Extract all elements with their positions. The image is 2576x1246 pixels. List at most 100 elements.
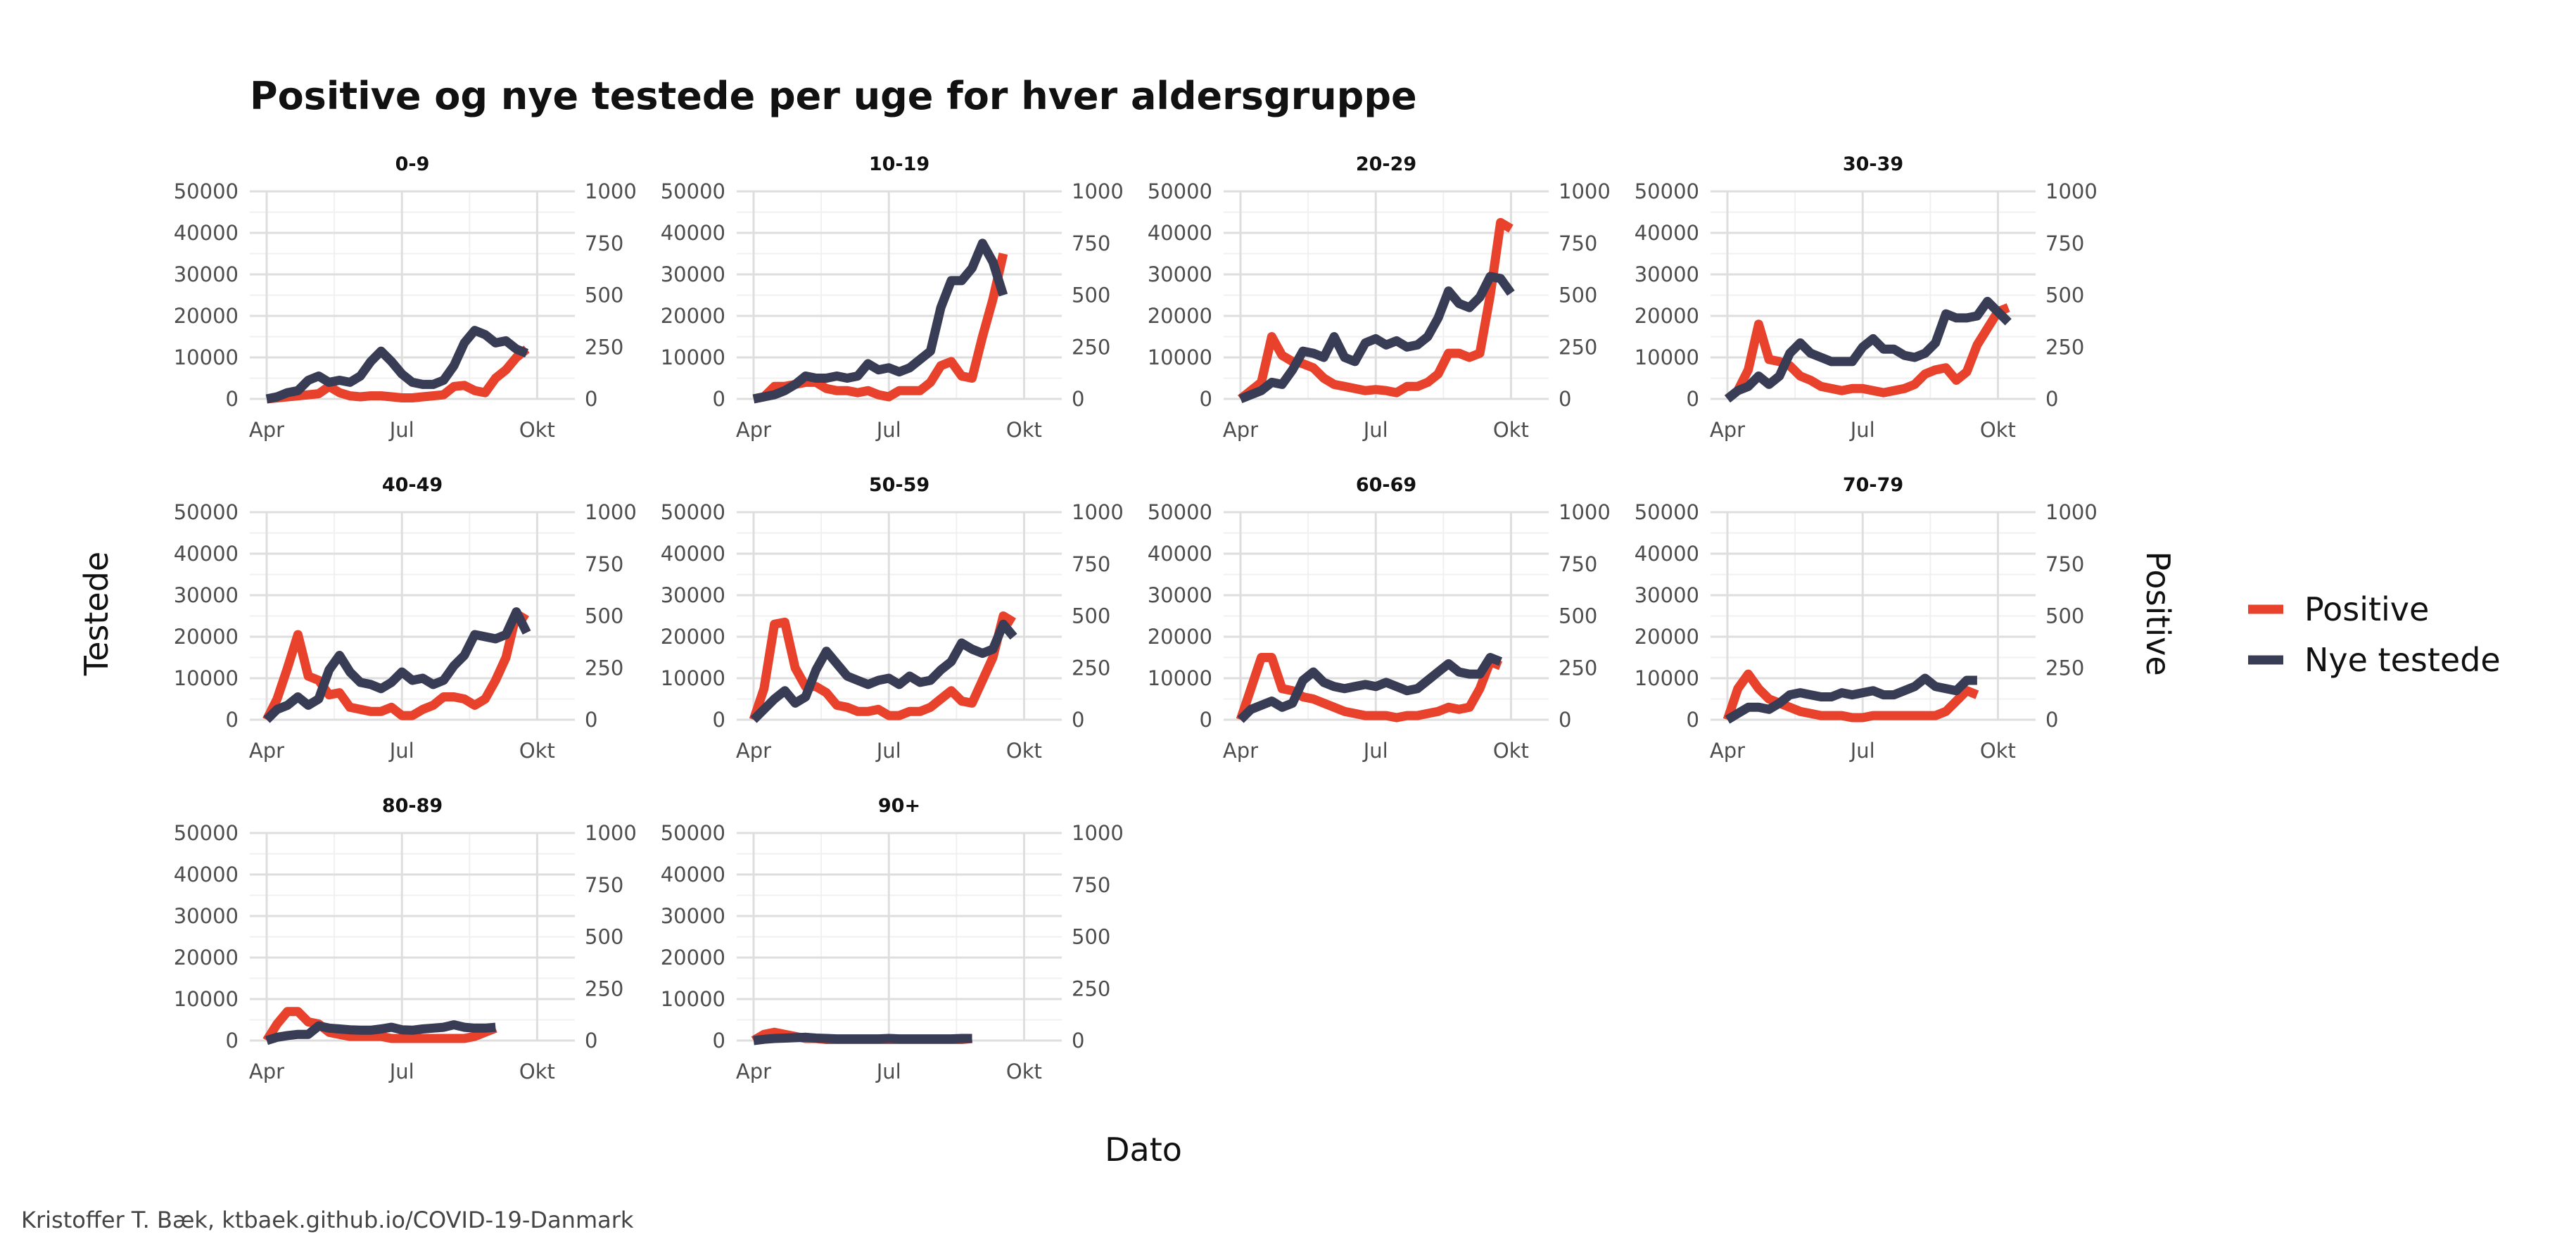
y-right-tick-label: 500 [1072, 284, 1110, 307]
caption: Kristoffer T. Bæk, ktbaek.github.io/COVI… [21, 1207, 634, 1233]
series-line-nye-testede [265, 1020, 496, 1045]
y-right-tick-label: 750 [1559, 552, 1597, 576]
series-line-positive [749, 611, 1016, 722]
x-tick-label: Jul [1362, 418, 1388, 442]
x-tick-label: Okt [519, 1060, 555, 1083]
x-tick-label: Okt [1493, 418, 1529, 442]
y-left-tick-label: 10000 [1148, 345, 1212, 369]
y-axis-title-left: Testede [77, 552, 115, 676]
panel-50-59: 50-59 0 10000 20000 30000 40000 50000 0 250 500 75… [661, 474, 1124, 763]
y-left-tick-label: 40000 [1148, 542, 1212, 566]
y-right-tick-label: 0 [1559, 708, 1571, 732]
y-right-tick-label: 750 [585, 873, 623, 897]
y-left-tick-label: 10000 [661, 987, 725, 1011]
legend-label-nye-testede: Nye testede [2304, 641, 2501, 679]
series-line-nye-testede [1237, 653, 1503, 723]
y-left-tick-label: 40000 [1635, 221, 1699, 245]
y-right-tick-label: 750 [2045, 552, 2084, 576]
x-tick-label: Apr [736, 418, 771, 442]
y-left-tick-label: 20000 [1635, 304, 1699, 328]
y-left-tick-label: 20000 [174, 946, 239, 970]
y-right-tick-label: 250 [1072, 977, 1110, 1000]
y-left-tick-label: 30000 [174, 583, 239, 607]
y-right-tick-label: 750 [1559, 231, 1597, 255]
y-right-tick-label: 500 [585, 925, 623, 949]
y-right-tick-label: 1000 [585, 500, 637, 524]
y-left-tick-label: 0 [713, 1029, 725, 1053]
y-left-tick-label: 40000 [174, 221, 239, 245]
x-tick-label: Apr [1710, 418, 1745, 442]
y-left-tick-label: 20000 [661, 946, 725, 970]
y-right-tick-label: 500 [585, 604, 623, 628]
x-tick-label: Apr [249, 739, 284, 763]
y-right-tick-label: 500 [1072, 604, 1110, 628]
y-left-tick-label: 20000 [661, 304, 725, 328]
panel-40-49: 40-49 0 10000 20000 30000 40000 50000 0 250 500 75… [174, 474, 637, 763]
y-left-tick-label: 50000 [1148, 179, 1212, 203]
y-left-tick-label: 0 [1200, 387, 1212, 411]
y-right-tick-label: 1000 [1072, 821, 1124, 845]
panel-10-19: 10-19 0 10000 20000 30000 40000 50000 0 250 500 75… [661, 153, 1124, 442]
y-right-tick-label: 0 [2045, 387, 2058, 411]
y-left-tick-label: 30000 [1148, 262, 1212, 286]
y-right-tick-label: 1000 [1559, 500, 1611, 524]
x-tick-label: Jul [388, 1060, 414, 1083]
facet-panels: 0-90100002000030000400005000002505007501… [174, 153, 2098, 1083]
series-line-nye-testede [750, 619, 1017, 723]
y-left-tick-label: 50000 [174, 500, 239, 524]
y-left-tick-label: 50000 [1148, 500, 1212, 524]
y-left-tick-label: 40000 [174, 542, 239, 566]
facet-label: 90+ [878, 795, 920, 817]
y-left-tick-label: 20000 [1635, 625, 1699, 649]
x-tick-label: Apr [736, 1060, 771, 1083]
y-right-tick-label: 1000 [585, 179, 637, 203]
series-line-nye-testede [263, 607, 531, 723]
y-left-tick-label: 50000 [661, 500, 725, 524]
y-left-tick-label: 30000 [661, 904, 725, 928]
x-tick-label: Jul [388, 739, 414, 763]
y-left-tick-label: 0 [226, 708, 239, 732]
y-right-tick-label: 0 [2045, 708, 2058, 732]
y-right-tick-label: 750 [585, 231, 623, 255]
x-tick-label: Apr [1710, 739, 1745, 763]
x-tick-label: Apr [1223, 739, 1258, 763]
y-left-tick-label: 20000 [1148, 625, 1212, 649]
y-left-tick-label: 20000 [1148, 304, 1212, 328]
y-left-tick-label: 0 [713, 387, 725, 411]
series-line-positive [266, 345, 530, 404]
y-left-tick-label: 50000 [1635, 500, 1699, 524]
y-left-tick-label: 50000 [661, 179, 725, 203]
series-line-nye-testede [753, 1032, 972, 1045]
y-left-tick-label: 0 [713, 708, 725, 732]
x-tick-label: Okt [519, 418, 555, 442]
series-line-positive [262, 1007, 497, 1043]
x-tick-label: Apr [249, 418, 284, 442]
y-right-tick-label: 250 [1072, 656, 1110, 680]
y-right-tick-label: 750 [585, 552, 623, 576]
y-right-tick-label: 250 [2045, 335, 2084, 359]
y-right-tick-label: 250 [585, 656, 623, 680]
panel-30-39: 30-39 0 10000 20000 30000 40000 50000 0 250 500 75… [1635, 153, 2098, 442]
y-right-tick-label: 1000 [1072, 179, 1124, 203]
x-tick-label: Apr [736, 739, 771, 763]
y-left-tick-label: 30000 [1635, 583, 1699, 607]
y-left-tick-label: 10000 [1635, 666, 1699, 690]
series-line-positive [1722, 669, 1979, 723]
y-right-tick-label: 250 [1559, 656, 1597, 680]
y-right-tick-label: 1000 [585, 821, 637, 845]
y-left-tick-label: 0 [1687, 708, 1699, 732]
y-left-tick-label: 40000 [174, 863, 239, 886]
facet-label: 50-59 [869, 474, 929, 496]
y-right-tick-label: 500 [1072, 925, 1110, 949]
y-right-tick-label: 500 [585, 284, 623, 307]
y-left-tick-label: 0 [226, 387, 239, 411]
y-left-tick-label: 40000 [661, 221, 725, 245]
y-left-tick-label: 10000 [1635, 345, 1699, 369]
legend: Positive Nye testede [2248, 590, 2501, 679]
y-right-tick-label: 0 [585, 387, 597, 411]
x-tick-label: Jul [1849, 418, 1875, 442]
y-right-tick-label: 1000 [1072, 500, 1124, 524]
y-left-tick-label: 0 [1687, 387, 1699, 411]
y-right-tick-label: 1000 [2045, 179, 2098, 203]
y-left-tick-label: 0 [226, 1029, 239, 1053]
